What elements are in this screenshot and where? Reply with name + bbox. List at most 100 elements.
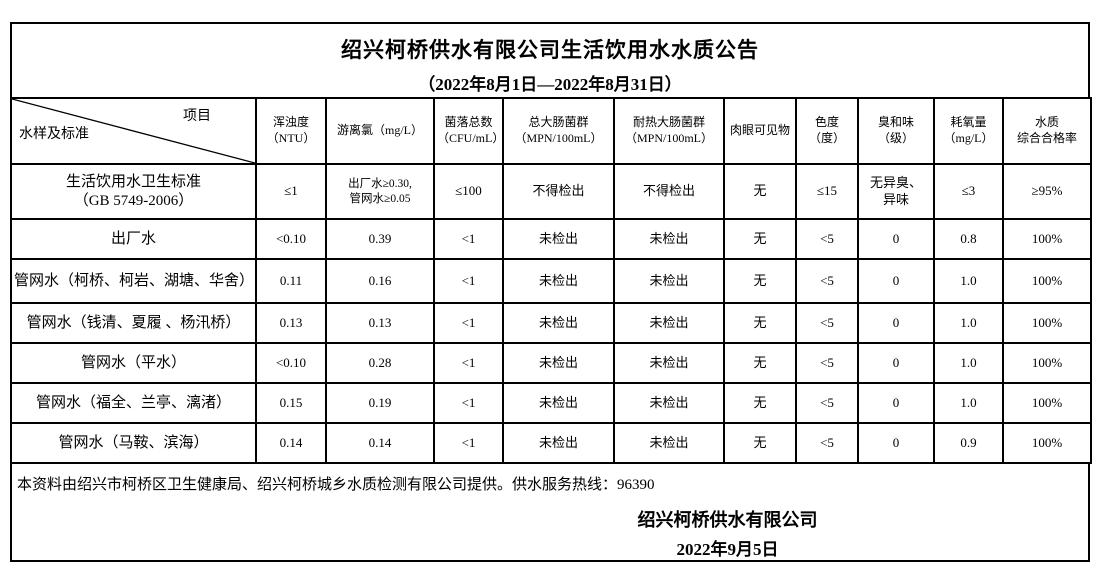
table-cell: 1.0 [933, 302, 1004, 344]
table-cell: 100% [1002, 258, 1092, 304]
table-cell: 0.14 [325, 422, 435, 464]
table-cell: 1.0 [933, 342, 1004, 384]
table-cell: 1.0 [933, 382, 1004, 424]
table-row-factory-water: 出厂水 <0.10 0.39 <1 未检出 未检出 无 <5 0 0.8 100… [10, 218, 1092, 260]
table-cell: 100% [1002, 342, 1092, 384]
table-cell: <1 [433, 218, 504, 260]
table-cell: 不得检出 [613, 163, 725, 220]
column-header-colony-count: 菌落总数 （CFU/mL） [433, 97, 504, 165]
table-cell: ≤1 [255, 163, 327, 220]
table-cell: 无 [723, 258, 797, 304]
table-cell: <1 [433, 342, 504, 384]
table-cell: 无异臭、 异味 [857, 163, 935, 220]
page-subtitle: （2022年8月1日—2022年8月31日） [418, 75, 682, 94]
table-cell: 未检出 [613, 342, 725, 384]
table-cell: 100% [1002, 382, 1092, 424]
footer-company-signature: 绍兴柯桥供水有限公司 [637, 510, 818, 530]
column-header-turbidity: 浑浊度 （NTU） [255, 97, 327, 165]
table-cell: 0.39 [325, 218, 435, 260]
table-row-pipe-qianqing: 管网水（钱清、夏履 、杨汛桥） 0.13 0.13 <1 未检出 未检出 无 <… [10, 302, 1092, 344]
table-cell: 100% [1002, 302, 1092, 344]
column-header-oxygen-consumption: 耗氧量 （mg/L） [933, 97, 1004, 165]
table-cell: 未检出 [502, 302, 615, 344]
table-cell: 100% [1002, 422, 1092, 464]
table-cell: ≥95% [1002, 163, 1092, 220]
table-cell: 未检出 [613, 382, 725, 424]
table-cell: 0.19 [325, 382, 435, 424]
table-cell: ≤3 [933, 163, 1004, 220]
row-label: 出厂水 [10, 218, 257, 260]
table-cell: <1 [433, 302, 504, 344]
header-row: 项目 水样及标准 浑浊度 （NTU） 游离氯（mg/L） 菌落总数 （CFU/m… [10, 97, 1092, 165]
table-cell: 0 [857, 342, 935, 384]
table-cell: <5 [795, 342, 859, 384]
table-cell: <1 [433, 258, 504, 304]
table-row-pipe-keqiao: 管网水（柯桥、柯岩、湖塘、华舍） 0.11 0.16 <1 未检出 未检出 无 … [10, 258, 1092, 304]
table-cell: 无 [723, 218, 797, 260]
column-header-free-chlorine: 游离氯（mg/L） [325, 97, 435, 165]
table-cell: 0.15 [255, 382, 327, 424]
table-cell: 未检出 [502, 422, 615, 464]
table-cell: 0.11 [255, 258, 327, 304]
table-cell: <1 [433, 422, 504, 464]
table-cell: 0 [857, 302, 935, 344]
water-quality-table: 项目 水样及标准 浑浊度 （NTU） 游离氯（mg/L） 菌落总数 （CFU/m… [10, 97, 1092, 464]
diagonal-line [12, 99, 255, 163]
table-cell: 未检出 [613, 422, 725, 464]
column-header-pass-rate: 水质 综合合格率 [1002, 97, 1092, 165]
table-row-pipe-pingshui: 管网水（平水） <0.10 0.28 <1 未检出 未检出 无 <5 0 1.0… [10, 342, 1092, 384]
table-cell: 无 [723, 422, 797, 464]
table-cell: <5 [795, 218, 859, 260]
table-cell: 0 [857, 218, 935, 260]
row-label: 生活饮用水卫生标准 （GB 5749-2006） [10, 163, 257, 220]
report-document: 绍兴柯桥供水有限公司生活饮用水水质公告 （2022年8月1日—2022年8月31… [10, 22, 1092, 562]
table-cell: ≤100 [433, 163, 504, 220]
table-row-pipe-fuquan: 管网水（福全、兰亭、漓渚） 0.15 0.19 <1 未检出 未检出 无 <5 … [10, 382, 1092, 424]
table-cell: 0.9 [933, 422, 1004, 464]
table-cell: 无 [723, 382, 797, 424]
table-cell: 0.16 [325, 258, 435, 304]
table-cell: 不得检出 [502, 163, 615, 220]
table-cell: 0 [857, 382, 935, 424]
table-cell: <5 [795, 382, 859, 424]
table-cell: 未检出 [613, 258, 725, 304]
column-header-odor-taste: 臭和味 （级） [857, 97, 935, 165]
column-header-visible-matter: 肉眼可见物 [723, 97, 797, 165]
table-cell: 出厂水≥0.30, 管网水≥0.05 [325, 163, 435, 220]
table-cell: <5 [795, 258, 859, 304]
corner-header-cell: 项目 水样及标准 [10, 97, 257, 165]
table-cell: 0 [857, 422, 935, 464]
row-label: 管网水（福全、兰亭、漓渚） [10, 382, 257, 424]
table-cell: <5 [795, 302, 859, 344]
table-cell: 0 [857, 258, 935, 304]
column-header-thermotolerant-coliform: 耐热大肠菌群 （MPN/100mL） [613, 97, 725, 165]
table-cell: 0.13 [325, 302, 435, 344]
row-label: 管网水（钱清、夏履 、杨汛桥） [10, 302, 257, 344]
table-row-standard: 生活饮用水卫生标准 （GB 5749-2006） ≤1 出厂水≥0.30, 管网… [10, 163, 1092, 220]
table-cell: 未检出 [613, 302, 725, 344]
table-cell: <1 [433, 382, 504, 424]
table-cell: <0.10 [255, 342, 327, 384]
table-cell: 0.28 [325, 342, 435, 384]
table-cell: 无 [723, 342, 797, 384]
table-cell: 0.13 [255, 302, 327, 344]
column-header-total-coliform: 总大肠菌群 （MPN/100mL） [502, 97, 615, 165]
table-cell: ≤15 [795, 163, 859, 220]
table-cell: <5 [795, 422, 859, 464]
table-cell: <0.10 [255, 218, 327, 260]
table-cell: 未检出 [502, 342, 615, 384]
title-block: 绍兴柯桥供水有限公司生活饮用水水质公告 （2022年8月1日—2022年8月31… [10, 22, 1090, 97]
column-header-chromaticity: 色度 （度） [795, 97, 859, 165]
row-label: 管网水（柯桥、柯岩、湖塘、华舍） [10, 258, 257, 304]
table-cell: 未检出 [502, 258, 615, 304]
table-cell: 100% [1002, 218, 1092, 260]
table-cell: 无 [723, 302, 797, 344]
table-cell: 1.0 [933, 258, 1004, 304]
corner-label-sample: 水样及标准 [19, 127, 89, 142]
row-label: 管网水（马鞍、滨海） [10, 422, 257, 464]
table-cell: 0.8 [933, 218, 1004, 260]
table-row-pipe-maan: 管网水（马鞍、滨海） 0.14 0.14 <1 未检出 未检出 无 <5 0 0… [10, 422, 1092, 464]
table-cell: 0.14 [255, 422, 327, 464]
row-label: 管网水（平水） [10, 342, 257, 384]
